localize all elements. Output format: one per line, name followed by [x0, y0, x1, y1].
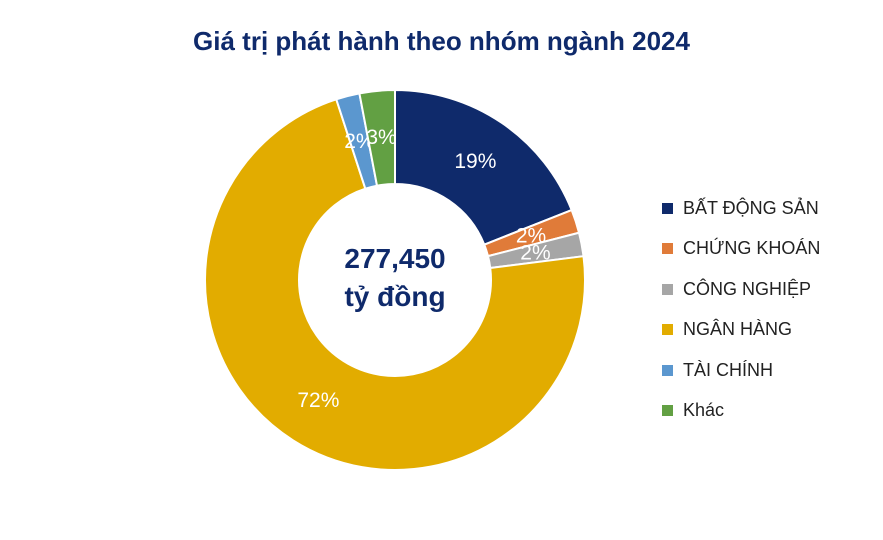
legend-item-1: CHỨNG KHOÁN: [662, 229, 877, 270]
legend-swatch-0: [662, 202, 673, 214]
legend-label-2: CÔNG NGHIỆP: [683, 278, 812, 299]
donut-center-label: 277,450 tỷ đồng: [295, 240, 495, 316]
legend-swatch-1: [662, 243, 673, 255]
data-label-0: 19%: [454, 150, 496, 173]
donut-slice-3: [204, 98, 586, 471]
chart-title: Giá trị phát hành theo nhóm ngành 2024: [193, 26, 690, 56]
legend: BẤT ĐỘNG SẢN CHỨNG KHOÁN CÔNG NGHIỆP NGÂN H…: [662, 188, 877, 431]
legend-item-0: BẤT ĐỘNG SẢN: [662, 188, 877, 229]
legend-item-4: TÀI CHÍNH: [662, 350, 877, 391]
data-label-2: 2%: [520, 242, 550, 265]
legend-label-0: BẤT ĐỘNG SẢN: [683, 197, 819, 218]
legend-item-3: NGÂN HÀNG: [662, 310, 877, 351]
donut-slice-0: [394, 88, 573, 246]
legend-label-5: Khác: [683, 400, 725, 421]
legend-swatch-4: [662, 364, 673, 376]
data-label-5: 3%: [366, 126, 396, 149]
total-value: 277,450: [344, 243, 446, 274]
donut-slice-5: [358, 88, 396, 187]
legend-swatch-3: [662, 324, 673, 336]
data-label-3: 72%: [297, 389, 339, 412]
legend-label-1: CHỨNG KHOÁN: [683, 238, 821, 259]
legend-label-4: TÀI CHÍNH: [683, 359, 773, 380]
legend-item-2: CÔNG NGHIỆP: [662, 269, 877, 310]
legend-swatch-2: [662, 283, 673, 295]
data-label-1: 2%: [516, 224, 546, 247]
legend-swatch-5: [662, 405, 673, 417]
legend-item-5: Khác: [662, 391, 877, 432]
legend-label-3: NGÂN HÀNG: [683, 319, 793, 340]
total-unit: tỷ đồng: [344, 281, 446, 312]
